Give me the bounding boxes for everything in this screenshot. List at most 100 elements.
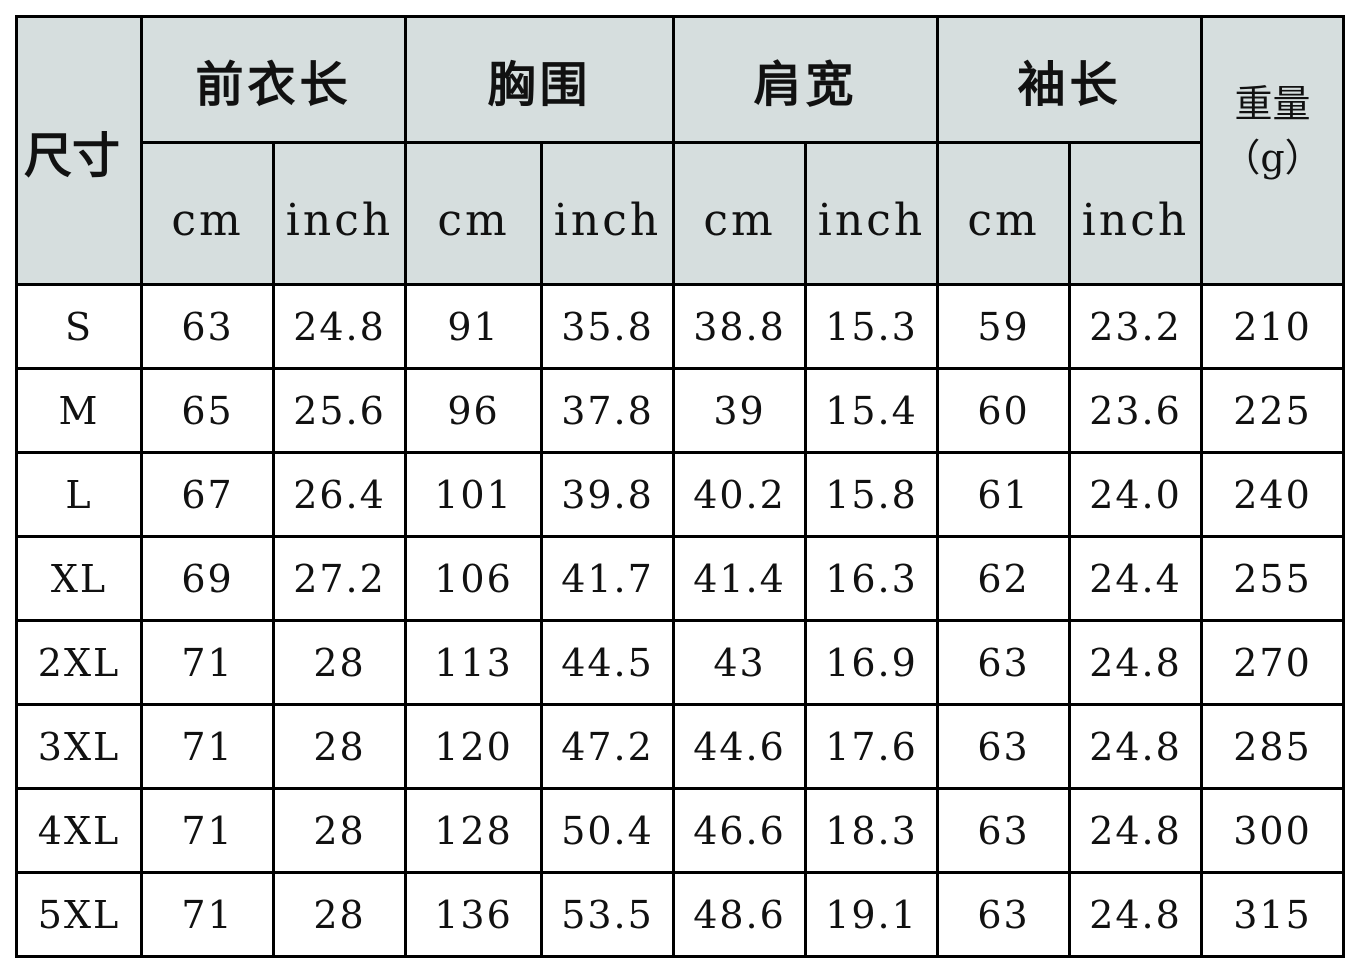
cell-weight: 270 (1200, 619, 1345, 706)
cell-chest-inch: 50.4 (540, 787, 675, 874)
cell-size: L (15, 451, 143, 538)
unit-cm: cm (936, 141, 1071, 286)
cell-shoulder-inch: 16.3 (804, 535, 939, 622)
cell-sleeve-inch: 23.2 (1068, 283, 1203, 370)
table-row: XL 69 27.2 106 41.7 41.4 16.3 62 24.4 255 (15, 535, 1345, 622)
cell-sleeve-cm: 60 (936, 367, 1071, 454)
cell-shoulder-inch: 15.4 (804, 367, 939, 454)
cell-front-length-inch: 28 (272, 619, 407, 706)
unit-inch: inch (540, 141, 675, 286)
header-row-groups: 尺寸 前衣长 胸围 肩宽 袖长 重量 （g） (15, 15, 1345, 286)
weight-unit: （g） (1222, 135, 1323, 180)
cell-weight: 255 (1200, 535, 1345, 622)
cell-sleeve-inch: 23.6 (1068, 367, 1203, 454)
cell-sleeve-inch: 24.8 (1068, 703, 1203, 790)
cell-shoulder-inch: 18.3 (804, 787, 939, 874)
cell-front-length-inch: 28 (272, 703, 407, 790)
shoulder-header: 肩宽 (672, 15, 939, 144)
cell-size: XL (15, 535, 143, 622)
cell-shoulder-cm: 41.4 (672, 535, 807, 622)
cell-front-length-inch: 28 (272, 871, 407, 958)
size-chart-table: 尺寸 前衣长 胸围 肩宽 袖长 重量 （g） cm inch cm inch c… (15, 15, 1345, 958)
cell-shoulder-cm: 38.8 (672, 283, 807, 370)
cell-sleeve-cm: 63 (936, 871, 1071, 958)
table-row: 4XL 71 28 128 50.4 46.6 18.3 63 24.8 300 (15, 787, 1345, 874)
cell-chest-cm: 128 (404, 787, 543, 874)
cell-front-length-cm: 71 (140, 703, 275, 790)
cell-sleeve-cm: 62 (936, 535, 1071, 622)
table-row: 2XL 71 28 113 44.5 43 16.9 63 24.8 270 (15, 619, 1345, 706)
cell-shoulder-inch: 17.6 (804, 703, 939, 790)
cell-front-length-cm: 67 (140, 451, 275, 538)
cell-chest-cm: 120 (404, 703, 543, 790)
table-row: 5XL 71 28 136 53.5 48.6 19.1 63 24.8 315 (15, 871, 1345, 958)
cell-chest-cm: 136 (404, 871, 543, 958)
unit-inch: inch (272, 141, 407, 286)
cell-chest-inch: 47.2 (540, 703, 675, 790)
cell-sleeve-inch: 24.0 (1068, 451, 1203, 538)
cell-shoulder-cm: 48.6 (672, 871, 807, 958)
weight-header: 重量 （g） (1200, 15, 1345, 286)
cell-chest-cm: 91 (404, 283, 543, 370)
cell-size: 2XL (15, 619, 143, 706)
cell-shoulder-inch: 15.8 (804, 451, 939, 538)
cell-shoulder-cm: 46.6 (672, 787, 807, 874)
cell-shoulder-inch: 19.1 (804, 871, 939, 958)
size-header: 尺寸 (15, 15, 143, 286)
cell-front-length-inch: 28 (272, 787, 407, 874)
table-row: L 67 26.4 101 39.8 40.2 15.8 61 24.0 240 (15, 451, 1345, 538)
table-row: S 63 24.8 91 35.8 38.8 15.3 59 23.2 210 (15, 283, 1345, 370)
cell-weight: 300 (1200, 787, 1345, 874)
cell-sleeve-cm: 61 (936, 451, 1071, 538)
cell-sleeve-inch: 24.8 (1068, 619, 1203, 706)
front-length-header: 前衣长 (140, 15, 407, 144)
cell-size: S (15, 283, 143, 370)
cell-sleeve-inch: 24.8 (1068, 871, 1203, 958)
cell-shoulder-cm: 39 (672, 367, 807, 454)
cell-front-length-inch: 24.8 (272, 283, 407, 370)
cell-shoulder-inch: 15.3 (804, 283, 939, 370)
cell-shoulder-inch: 16.9 (804, 619, 939, 706)
cell-front-length-inch: 27.2 (272, 535, 407, 622)
sleeve-header: 袖长 (936, 15, 1203, 144)
cell-sleeve-cm: 63 (936, 787, 1071, 874)
cell-shoulder-cm: 44.6 (672, 703, 807, 790)
table-row: 3XL 71 28 120 47.2 44.6 17.6 63 24.8 285 (15, 703, 1345, 790)
cell-weight: 240 (1200, 451, 1345, 538)
cell-chest-inch: 37.8 (540, 367, 675, 454)
cell-front-length-cm: 63 (140, 283, 275, 370)
unit-inch: inch (1068, 141, 1203, 286)
header-row-units: cm inch cm inch cm inch cm inch (17, 141, 1344, 286)
unit-cm: cm (140, 141, 275, 286)
cell-size: 5XL (15, 871, 143, 958)
cell-chest-inch: 41.7 (540, 535, 675, 622)
unit-cm: cm (404, 141, 543, 286)
weight-label: 重量 (1234, 81, 1311, 126)
cell-chest-inch: 35.8 (540, 283, 675, 370)
unit-inch: inch (804, 141, 939, 286)
cell-size: 3XL (15, 703, 143, 790)
cell-chest-inch: 53.5 (540, 871, 675, 958)
cell-chest-cm: 96 (404, 367, 543, 454)
cell-front-length-cm: 69 (140, 535, 275, 622)
cell-front-length-cm: 71 (140, 787, 275, 874)
cell-front-length-cm: 65 (140, 367, 275, 454)
cell-chest-cm: 101 (404, 451, 543, 538)
cell-front-length-inch: 25.6 (272, 367, 407, 454)
chest-header: 胸围 (404, 15, 675, 144)
cell-front-length-cm: 71 (140, 871, 275, 958)
cell-sleeve-inch: 24.8 (1068, 787, 1203, 874)
cell-front-length-cm: 71 (140, 619, 275, 706)
cell-weight: 285 (1200, 703, 1345, 790)
cell-chest-cm: 106 (404, 535, 543, 622)
cell-chest-inch: 44.5 (540, 619, 675, 706)
cell-weight: 210 (1200, 283, 1345, 370)
table-body: S 63 24.8 91 35.8 38.8 15.3 59 23.2 210 M 65 25.6 96 3… (15, 283, 1345, 958)
cell-weight: 225 (1200, 367, 1345, 454)
table-row: M 65 25.6 96 37.8 39 15.4 60 23.6 225 (15, 367, 1345, 454)
cell-size: M (15, 367, 143, 454)
cell-shoulder-cm: 43 (672, 619, 807, 706)
cell-chest-inch: 39.8 (540, 451, 675, 538)
cell-sleeve-cm: 63 (936, 619, 1071, 706)
cell-sleeve-cm: 59 (936, 283, 1071, 370)
